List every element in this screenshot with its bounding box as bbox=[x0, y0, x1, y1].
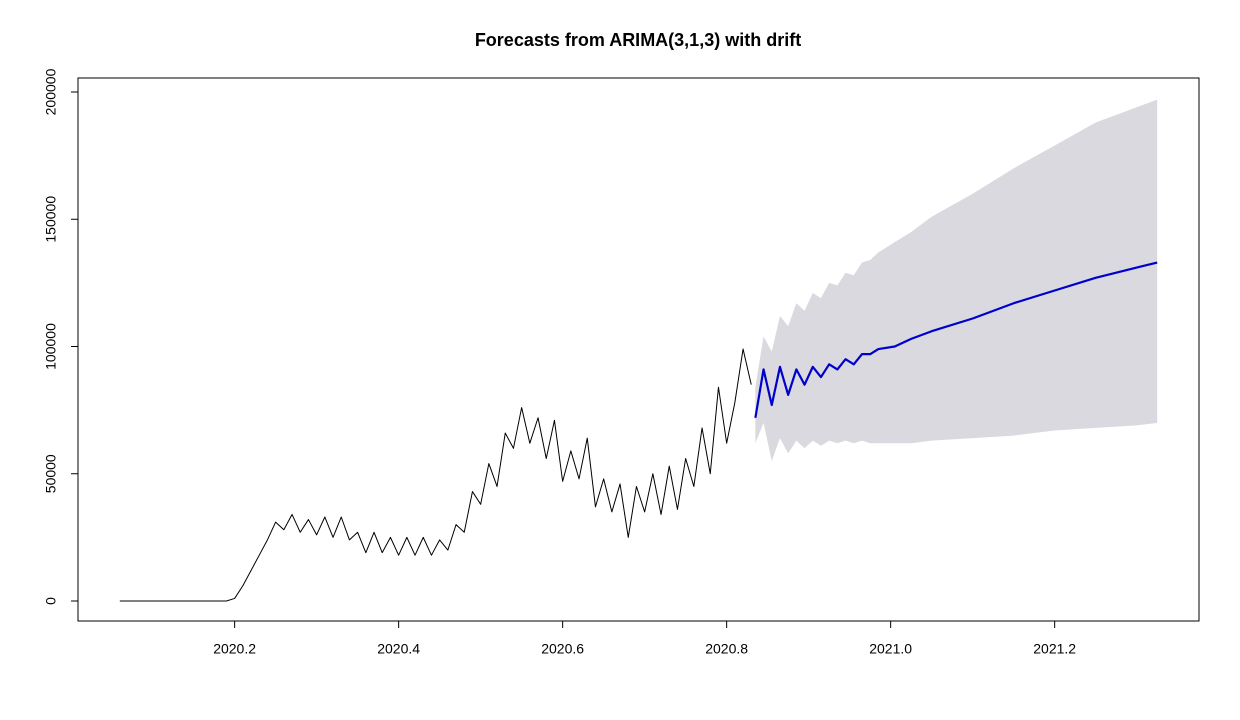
x-tick-label: 2021.0 bbox=[869, 641, 912, 657]
x-tick-label: 2020.2 bbox=[213, 641, 256, 657]
chart-title: Forecasts from ARIMA(3,1,3) with drift bbox=[475, 30, 801, 50]
forecast-line bbox=[754, 261, 1158, 418]
y-tick-label: 100000 bbox=[43, 323, 59, 370]
series-line bbox=[119, 348, 752, 602]
x-tick-label: 2020.4 bbox=[377, 641, 420, 657]
x-tick-label: 2020.8 bbox=[705, 641, 748, 657]
x-tick-label: 2020.6 bbox=[541, 641, 584, 657]
plot-area bbox=[119, 99, 1158, 602]
plot-frame bbox=[77, 77, 1200, 622]
y-tick-label: 0 bbox=[43, 597, 59, 605]
x-tick-label: 2021.2 bbox=[1033, 641, 1076, 657]
forecast-interval bbox=[755, 99, 1158, 462]
y-tick-label: 150000 bbox=[43, 196, 59, 243]
y-tick-label: 50000 bbox=[43, 454, 59, 493]
y-tick-label: 200000 bbox=[43, 68, 59, 115]
